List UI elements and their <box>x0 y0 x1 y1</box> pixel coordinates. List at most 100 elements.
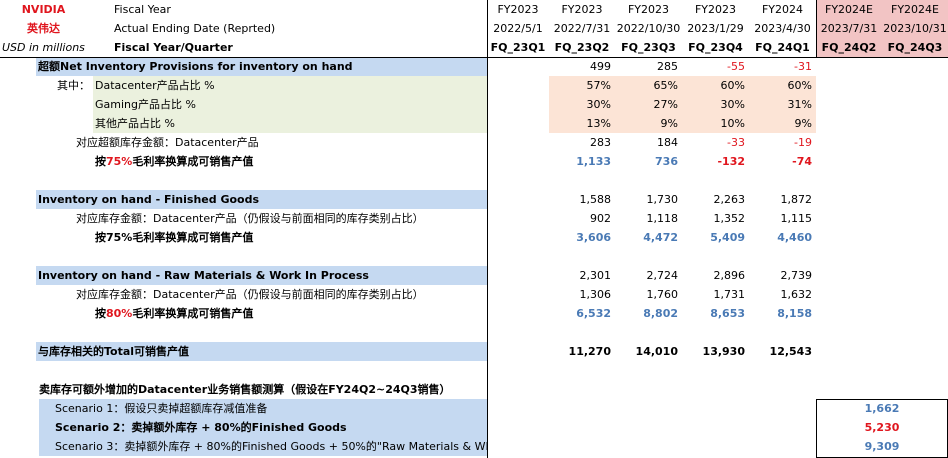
value-cell[interactable]: 499 <box>590 60 611 73</box>
value-cell[interactable]: 736 <box>655 155 678 168</box>
quarter-cell-estimate[interactable]: FQ_24Q3 <box>882 38 948 57</box>
gaming-share-label[interactable]: Gaming产品占比 % <box>93 95 487 114</box>
value-cell[interactable]: 1,872 <box>780 193 813 206</box>
value-cell[interactable]: 283 <box>590 136 611 149</box>
of-which-prefix[interactable]: 其中： <box>57 79 90 92</box>
fy-cell[interactable]: FY2024 <box>761 3 804 16</box>
pct-cell[interactable]: 30% <box>682 95 749 114</box>
value-cell[interactable]: 2,263 <box>713 193 746 206</box>
end-date-cell[interactable]: 2022/5/1 <box>493 22 543 35</box>
raw-materials-title[interactable]: Inventory on hand - Raw Materials & Work… <box>36 266 487 285</box>
value-cell[interactable]: 12,543 <box>769 345 812 358</box>
pct-cell[interactable]: 60% <box>749 76 816 95</box>
value-cell[interactable]: 11,270 <box>568 345 611 358</box>
end-date-cell-estimate[interactable]: 2023/10/31 <box>882 19 948 38</box>
quarter-cell[interactable]: FQ_23Q1 <box>490 41 546 54</box>
value-cell[interactable]: 5,409 <box>710 231 745 244</box>
company-name-cn[interactable]: 英伟达 <box>27 22 60 35</box>
value-cell[interactable]: 4,472 <box>643 231 678 244</box>
value-cell[interactable]: 285 <box>657 60 678 73</box>
pct-cell[interactable]: 27% <box>615 95 682 114</box>
scenario-3-value[interactable]: 9,309 <box>864 440 900 453</box>
pct-cell[interactable]: 60% <box>682 76 749 95</box>
fy-cell[interactable]: FY2023 <box>561 3 603 16</box>
value-cell[interactable]: 1,118 <box>646 212 679 225</box>
value-cell[interactable]: 2,301 <box>579 269 612 282</box>
raw-sale-label[interactable]: 按80%毛利率换算成可销售产值 <box>95 304 485 323</box>
quarter-cell[interactable]: FQ_23Q4 <box>688 41 743 54</box>
value-cell[interactable]: 2,739 <box>780 269 813 282</box>
value-cell[interactable]: 1,731 <box>713 288 746 301</box>
end-date-cell-estimate[interactable]: 2023/7/31 <box>816 19 882 38</box>
pct-cell[interactable]: 31% <box>749 95 816 114</box>
value-cell[interactable]: 1,115 <box>780 212 813 225</box>
value-cell[interactable]: -19 <box>794 136 812 149</box>
pct-cell[interactable]: 9% <box>615 114 682 133</box>
pct-cell[interactable]: 57% <box>549 76 615 95</box>
value-cell[interactable]: -55 <box>727 60 745 73</box>
scenario-1-value[interactable]: 1,662 <box>864 402 900 415</box>
pct-cell[interactable]: 13% <box>549 114 615 133</box>
scenarios-title[interactable]: 卖库存可额外增加的Datacenter业务销售额测算（假设在FY24Q2~24Q… <box>39 383 451 396</box>
value-cell[interactable]: 2,724 <box>646 269 679 282</box>
value-cell[interactable]: 1,133 <box>576 155 611 168</box>
value-cell[interactable]: -31 <box>794 60 812 73</box>
value-cell[interactable]: 8,653 <box>710 307 745 320</box>
pct-cell[interactable]: 10% <box>682 114 749 133</box>
total-label[interactable]: 与库存相关的Total可销售产值 <box>36 342 487 361</box>
fy-cell-estimate[interactable]: FY2024E <box>882 0 948 19</box>
finished-goods-title[interactable]: Inventory on hand - Finished Goods <box>36 190 487 209</box>
other-share-label[interactable]: 其他产品占比 % <box>93 114 487 133</box>
scenario-2-label[interactable]: Scenario 2：卖掉额外库存 + 80%的Finished Goods <box>39 418 487 437</box>
datacenter-share-label[interactable]: Datacenter产品占比 % <box>93 76 487 95</box>
value-cell[interactable]: 14,010 <box>635 345 678 358</box>
quarter-cell[interactable]: FQ_23Q2 <box>554 41 610 54</box>
raw-dc-label[interactable]: 对应库存金额：Datacenter产品（仍假设与前面相同的库存类别占比） <box>76 288 424 301</box>
value-cell[interactable]: 184 <box>657 136 678 149</box>
value-cell[interactable]: -33 <box>727 136 745 149</box>
value-cell[interactable]: 4,460 <box>777 231 812 244</box>
value-cell[interactable]: 13,930 <box>702 345 745 358</box>
end-date-label[interactable]: Actual Ending Date (Reprted) <box>114 22 276 35</box>
value-cell[interactable]: 6,532 <box>576 307 611 320</box>
value-cell[interactable]: -132 <box>717 155 745 168</box>
value-cell[interactable]: 8,158 <box>777 307 812 320</box>
scenario-1-label[interactable]: Scenario 1：假设只卖掉超额库存减值准备 <box>39 399 487 418</box>
fy-cell[interactable]: FY2023 <box>694 3 737 16</box>
fy-quarter-label[interactable]: Fiscal Year/Quarter <box>114 41 233 54</box>
value-cell[interactable]: 1,760 <box>646 288 679 301</box>
value-cell[interactable]: 1,730 <box>646 193 679 206</box>
value-cell[interactable]: 8,802 <box>643 307 678 320</box>
fy-cell[interactable]: FY2023 <box>497 3 539 16</box>
end-date-cell[interactable]: 2022/7/31 <box>553 22 611 35</box>
fy-cell[interactable]: FY2023 <box>627 3 670 16</box>
value-cell[interactable]: 1,588 <box>579 193 612 206</box>
quarter-cell[interactable]: FQ_23Q3 <box>621 41 676 54</box>
value-cell[interactable]: 3,606 <box>576 231 611 244</box>
end-date-cell[interactable]: 2023/1/29 <box>687 22 744 35</box>
finished-dc-label[interactable]: 对应库存金额：Datacenter产品（仍假设与前面相同的库存类别占比） <box>76 212 424 225</box>
pct-cell[interactable]: 65% <box>615 76 682 95</box>
end-date-cell[interactable]: 2022/10/30 <box>616 22 681 35</box>
value-cell[interactable]: 1,352 <box>713 212 746 225</box>
value-cell[interactable]: 1,632 <box>780 288 813 301</box>
fiscal-year-label[interactable]: Fiscal Year <box>114 3 171 16</box>
excess-sale-value-label[interactable]: 按75%毛利率换算成可销售产值 <box>95 152 485 171</box>
end-date-cell[interactable]: 2023/4/30 <box>754 22 811 35</box>
excess-dc-amount-label[interactable]: 对应超额库存金额：Datacenter产品 <box>76 136 259 149</box>
value-cell[interactable]: -74 <box>792 155 812 168</box>
quarter-cell[interactable]: FQ_24Q1 <box>755 41 810 54</box>
excess-provisions-title[interactable]: 超额Net Inventory Provisions for inventory… <box>36 57 487 76</box>
value-cell[interactable]: 902 <box>590 212 611 225</box>
scenario-2-value[interactable]: 5,230 <box>864 421 900 434</box>
company-name-en[interactable]: NVIDIA <box>21 3 66 16</box>
quarter-cell-estimate[interactable]: FQ_24Q2 <box>816 38 882 57</box>
units-label[interactable]: USD in millions <box>2 41 85 54</box>
scenario-3-label[interactable]: Scenario 3：卖掉额外库存 + 80%的Finished Goods +… <box>39 437 487 456</box>
pct-cell[interactable]: 9% <box>749 114 816 133</box>
value-cell[interactable]: 2,896 <box>713 269 746 282</box>
value-cell[interactable]: 1,306 <box>579 288 612 301</box>
finished-sale-label[interactable]: 按75%毛利率换算成可销售产值 <box>95 231 254 244</box>
pct-cell[interactable]: 30% <box>549 95 615 114</box>
fy-cell-estimate[interactable]: FY2024E <box>816 0 882 19</box>
